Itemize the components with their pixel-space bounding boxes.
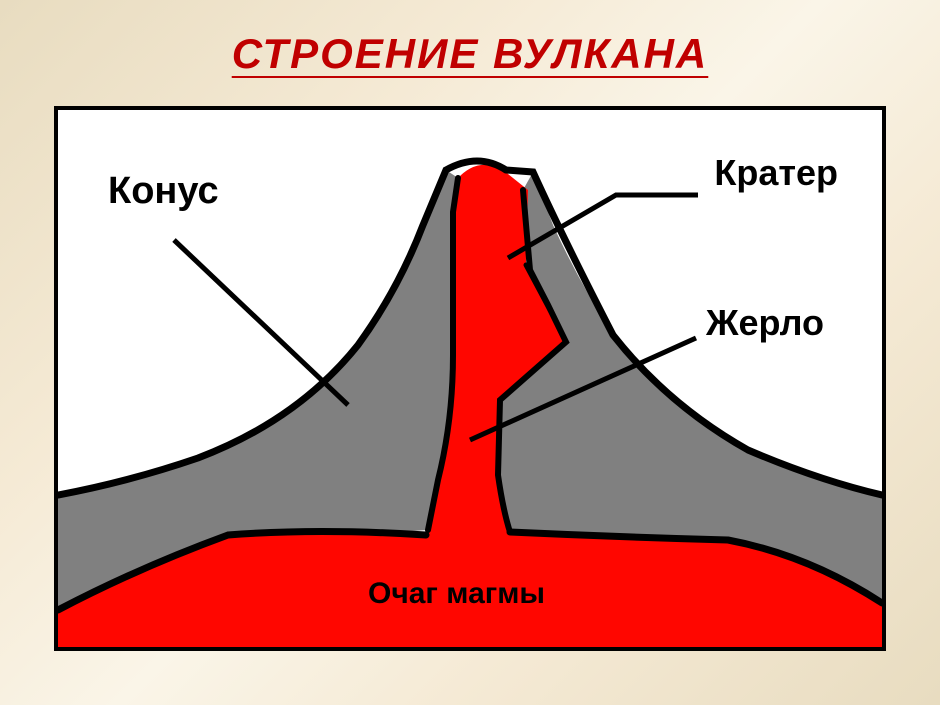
slide-title: СТРОЕНИЕ ВУЛКАНА: [0, 30, 940, 78]
leader-konus: [174, 240, 348, 405]
magma-shape: [58, 165, 882, 647]
label-zherlo: Жерло: [706, 302, 824, 344]
slide-container: СТРОЕНИЕ ВУЛКАНА Конус Кратер Жерло Очаг…: [0, 0, 940, 705]
diagram-frame: Конус Кратер Жерло Очаг магмы: [54, 106, 886, 651]
label-magma: Очаг магмы: [368, 577, 545, 611]
label-konus: Конус: [108, 170, 219, 213]
label-krater: Кратер: [714, 152, 838, 194]
